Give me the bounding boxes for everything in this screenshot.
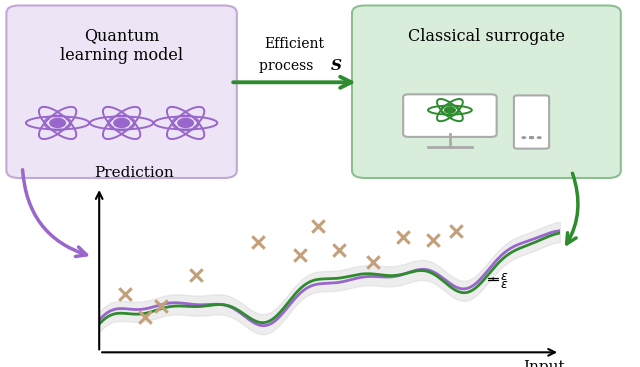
FancyBboxPatch shape [403, 94, 497, 137]
Text: process: process [259, 59, 317, 73]
Text: ε: ε [500, 278, 507, 291]
Text: Prediction: Prediction [95, 166, 174, 180]
Circle shape [114, 119, 129, 127]
Point [398, 234, 408, 240]
Text: Quantum
learning model: Quantum learning model [60, 28, 183, 64]
Circle shape [529, 136, 534, 139]
Text: S: S [330, 59, 342, 73]
Point [451, 228, 461, 234]
FancyBboxPatch shape [514, 95, 549, 149]
FancyBboxPatch shape [6, 6, 237, 178]
Point [140, 315, 150, 320]
Circle shape [445, 107, 455, 113]
Circle shape [50, 119, 65, 127]
Circle shape [522, 136, 526, 139]
Point [368, 259, 378, 265]
FancyArrowPatch shape [22, 170, 86, 257]
Point [156, 304, 166, 309]
Text: Classical surrogate: Classical surrogate [408, 28, 565, 44]
Point [313, 223, 323, 229]
Point [253, 239, 263, 245]
Circle shape [529, 136, 534, 139]
Text: ε: ε [500, 269, 507, 283]
FancyArrowPatch shape [566, 173, 578, 244]
Text: Input: Input [523, 360, 564, 367]
Point [120, 291, 130, 297]
Circle shape [537, 136, 541, 139]
FancyBboxPatch shape [352, 6, 621, 178]
Point [333, 247, 344, 252]
Circle shape [529, 136, 534, 139]
Circle shape [178, 119, 193, 127]
Circle shape [529, 136, 534, 139]
Text: Efficient: Efficient [264, 37, 324, 51]
Point [428, 237, 438, 243]
Point [191, 272, 201, 278]
Point [294, 252, 305, 258]
